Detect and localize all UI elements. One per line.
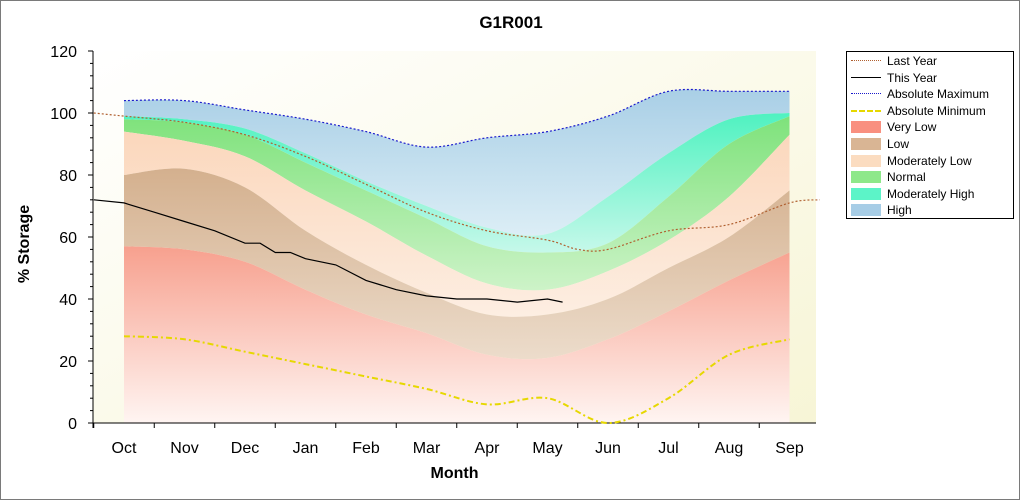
series-line-last-year [93,112,820,252]
legend-item-this-year: This Year [847,70,1013,86]
legend-item-moderately-low: Moderately Low [847,153,1013,169]
legend-label: Last Year [887,54,938,68]
band-moderately-low [124,131,790,317]
legend-label: Absolute Maximum [887,87,990,102]
legend-label: Low [887,137,910,151]
x-tick-label: Apr [475,440,501,457]
legend-swatch [851,171,881,184]
x-tick-label: Jan [293,440,319,457]
legend-item-high: High [847,202,1013,218]
y-tick-label: 40 [59,292,77,309]
band-high [124,89,790,236]
x-tick-label: Mar [413,440,441,457]
legend-label: Absolute Minimum [887,103,986,118]
legend-item-normal: Normal [847,169,1013,185]
legend-swatch [851,204,881,217]
legend-item-very-low: Very Low [847,119,1013,135]
band-low [124,168,790,360]
y-tick-label: 80 [59,168,77,185]
legend-swatch [851,187,881,200]
y-tick-label: 100 [50,106,77,123]
legend-item-last-year: Last Year [847,53,1013,69]
legend-item-absolute-minimum: Absolute Minimum [847,103,1013,119]
legend-swatch [851,121,881,134]
band-normal [124,116,790,291]
legend-item-moderately-high: Moderately High [847,186,1013,202]
legend-label: This Year [887,70,938,85]
x-tick-label: Feb [352,440,380,457]
legend-item-absolute-maximum: Absolute Maximum [847,86,1013,102]
band-very-low [124,246,790,423]
x-tick-label: Aug [715,440,743,457]
legend-line-sample [851,60,881,61]
legend-item-low: Low [847,136,1013,152]
legend-line-sample [851,93,881,95]
legend-label: Very Low [887,120,937,135]
y-axis-label: % Storage [16,204,33,284]
legend-line-sample [851,109,881,112]
x-axis-label: Month [430,465,479,482]
x-tick-label: May [532,440,562,457]
x-tick-label: Nov [170,440,198,457]
chart-legend: Last Year This Year Absolute Maximum Absolu… [846,51,1014,219]
y-tick-label: 60 [59,230,77,247]
series-line-this-year [93,199,563,303]
y-tick-label: 120 [50,44,77,61]
x-tick-label: Sep [775,440,804,457]
band-moderately-high [124,113,790,253]
legend-line-sample [851,76,881,78]
legend-label: High [887,203,912,218]
x-tick-label: Jun [595,440,621,457]
legend-label: Moderately High [887,186,975,201]
series-line-absolute-maximum [123,88,790,148]
series-line-absolute-minimum [123,335,790,425]
legend-swatch [851,154,881,167]
x-tick-label: Oct [112,440,137,457]
chart-title: G1R001 [479,13,543,32]
x-tick-label: Dec [231,440,259,457]
legend-label: Normal [887,170,926,185]
legend-label: Moderately Low [887,153,972,168]
legend-swatch [851,138,881,150]
x-tick-label: Jul [658,440,678,457]
y-tick-label: 0 [68,416,77,433]
y-tick-label: 20 [59,354,77,371]
